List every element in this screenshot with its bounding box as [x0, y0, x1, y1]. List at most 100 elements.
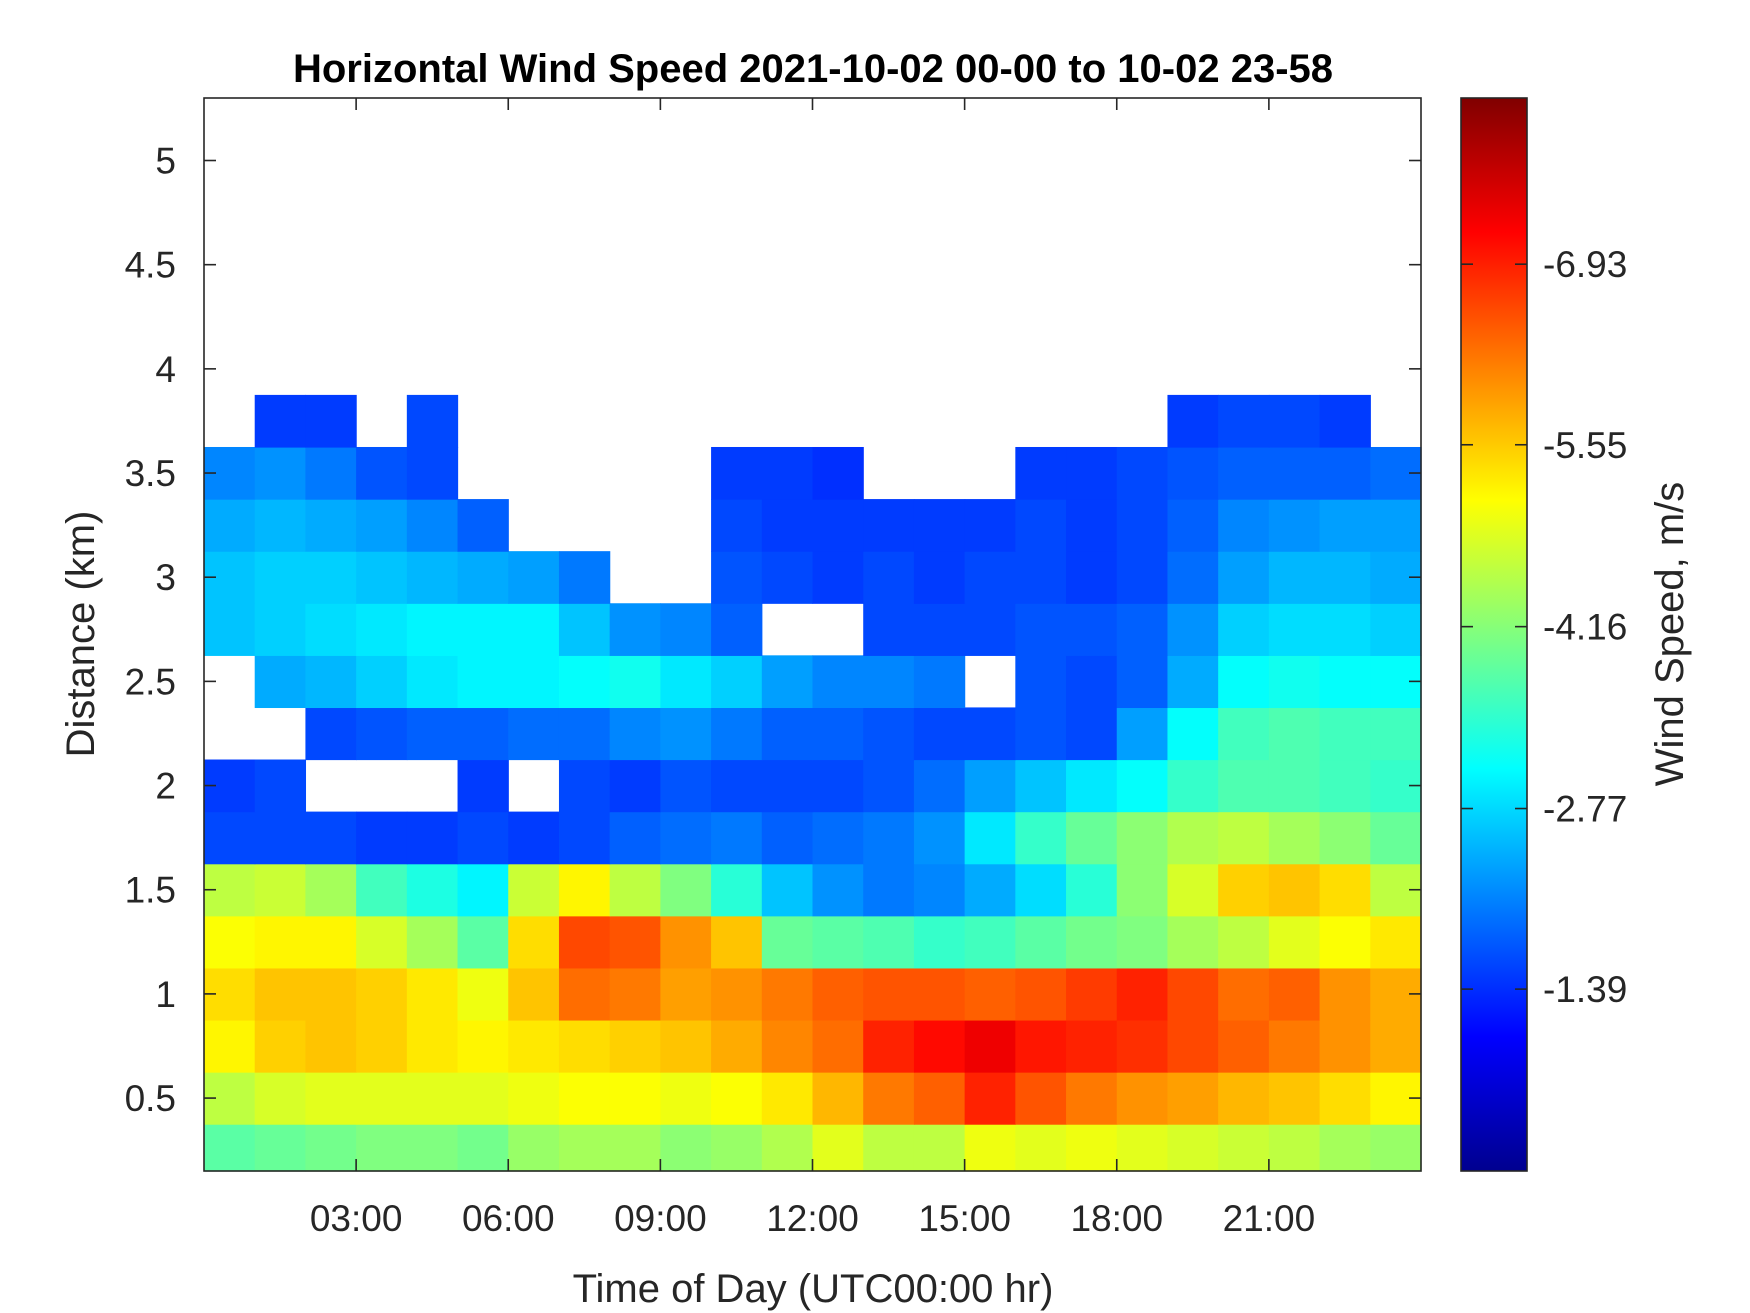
heatmap-cell	[457, 551, 509, 604]
heatmap-cell	[964, 1124, 1016, 1172]
heatmap-cell	[964, 759, 1016, 813]
y-tick-label: 1.5	[125, 870, 176, 911]
heatmap-cell	[1066, 863, 1118, 917]
heatmap-cell	[964, 603, 1016, 656]
heatmap-cell	[1167, 915, 1219, 969]
heatmap-cell	[254, 811, 307, 865]
heatmap-cell	[711, 655, 763, 709]
x-axis-ticks: 03:00 06:00 09:00 12:00 15:00 18:00 21:00	[310, 98, 1315, 1239]
heatmap-cell	[1015, 915, 1067, 969]
heatmap-cell	[1167, 1124, 1219, 1172]
heatmap-cell	[508, 603, 560, 656]
chart-title: Horizontal Wind Speed 2021-10-02 00-00 t…	[293, 47, 1333, 91]
heatmap-cell	[254, 551, 307, 604]
heatmap-cell	[609, 967, 661, 1021]
heatmap-cell	[406, 1019, 459, 1073]
heatmap-cell	[964, 1072, 1016, 1125]
heatmap-cell	[508, 655, 560, 709]
heatmap-cell	[1116, 707, 1169, 761]
heatmap-cell	[204, 1124, 256, 1172]
heatmap-cell	[711, 915, 763, 969]
heatmap-cell	[761, 759, 814, 813]
colorbar-tick-label: -1.39	[1543, 969, 1627, 1010]
heatmap-cell	[964, 707, 1016, 761]
heatmap-cell	[204, 603, 256, 656]
heatmap-cell	[711, 759, 763, 813]
heatmap-cell	[508, 915, 560, 969]
y-axis-ticks: 0.5 1 1.5 2 2.5 3 3.5 4 4.5 5	[125, 141, 1421, 1119]
heatmap-cell	[457, 967, 509, 1021]
heatmap-cell	[660, 915, 712, 969]
heatmap-cell	[1268, 1019, 1321, 1073]
heatmap-cell	[204, 915, 256, 969]
heatmap-cell	[1268, 967, 1321, 1021]
x-tick-label: 15:00	[918, 1198, 1011, 1239]
heatmap-cell	[305, 551, 357, 604]
heatmap-cell	[711, 811, 763, 865]
heatmap-cell	[1015, 603, 1067, 656]
heatmap-cell	[1167, 603, 1219, 656]
heatmap-cell	[305, 967, 357, 1021]
heatmap-cell	[1066, 1124, 1118, 1172]
heatmap-cell	[406, 551, 459, 604]
heatmap-cell	[1116, 446, 1169, 500]
heatmap-cell	[1167, 446, 1219, 500]
heatmap-cell	[558, 551, 611, 604]
x-tick-label: 03:00	[310, 1198, 403, 1239]
heatmap-cell	[1066, 446, 1118, 500]
heatmap-cell	[1319, 707, 1371, 761]
heatmap-cell	[1015, 759, 1067, 813]
heatmap-cell	[1066, 551, 1118, 604]
heatmap-cell	[1167, 1072, 1219, 1125]
heatmap-cell	[508, 551, 560, 604]
heatmap-cell	[1268, 446, 1321, 500]
heatmap-cell	[1218, 811, 1270, 865]
heatmap-cell	[558, 655, 611, 709]
heatmap-cell	[508, 1019, 560, 1073]
heatmap-cell	[711, 499, 763, 552]
y-tick-label: 1	[155, 974, 176, 1015]
heatmap-cell	[761, 967, 814, 1021]
heatmap-cell	[1218, 499, 1270, 552]
heatmap-cell	[356, 655, 408, 709]
heatmap-cell	[457, 655, 509, 709]
heatmap-cell	[356, 551, 408, 604]
heatmap-cell	[609, 1124, 661, 1172]
heatmap-cell	[508, 707, 560, 761]
y-tick-label: 0.5	[125, 1078, 176, 1119]
heatmap-cell	[1319, 446, 1371, 500]
heatmap-cell	[913, 1072, 966, 1125]
heatmap-cell	[508, 1072, 560, 1125]
heatmap-cell	[761, 707, 814, 761]
heatmap-cell	[356, 863, 408, 917]
heatmap-cell	[1268, 603, 1321, 656]
heatmap-cell	[1370, 1124, 1422, 1172]
heatmap-cell	[1116, 915, 1169, 969]
heatmap-cell	[406, 499, 459, 552]
heatmap-cell	[457, 499, 509, 552]
heatmap-cell	[1370, 707, 1422, 761]
heatmap-cell	[1218, 967, 1270, 1021]
heatmap-cell	[812, 759, 864, 813]
heatmap-cell	[356, 499, 408, 552]
heatmap-cell	[711, 707, 763, 761]
heatmap-cell	[1116, 967, 1169, 1021]
x-tick-label: 12:00	[766, 1198, 859, 1239]
heatmap-cell	[711, 863, 763, 917]
heatmap-cell	[406, 394, 459, 448]
x-tick-label: 18:00	[1070, 1198, 1163, 1239]
colorbar-ticks: -6.93 -5.55 -4.16 -2.77 -1.39	[1461, 244, 1627, 1010]
heatmap-cell	[1116, 759, 1169, 813]
heatmap-cell	[964, 1019, 1016, 1073]
y-tick-label: 3.5	[125, 453, 176, 494]
heatmap-cell	[609, 1072, 661, 1125]
heatmap-cell	[913, 551, 966, 604]
y-axis-label: Distance (km)	[59, 511, 103, 758]
heatmap-cell	[1015, 967, 1067, 1021]
heatmap-cell	[711, 446, 763, 500]
heatmap-cell	[305, 811, 357, 865]
heatmap-cell	[1167, 1019, 1219, 1073]
heatmap-cell	[406, 1124, 459, 1172]
heatmap-cell	[1167, 707, 1219, 761]
heatmap-cell	[1116, 603, 1169, 656]
